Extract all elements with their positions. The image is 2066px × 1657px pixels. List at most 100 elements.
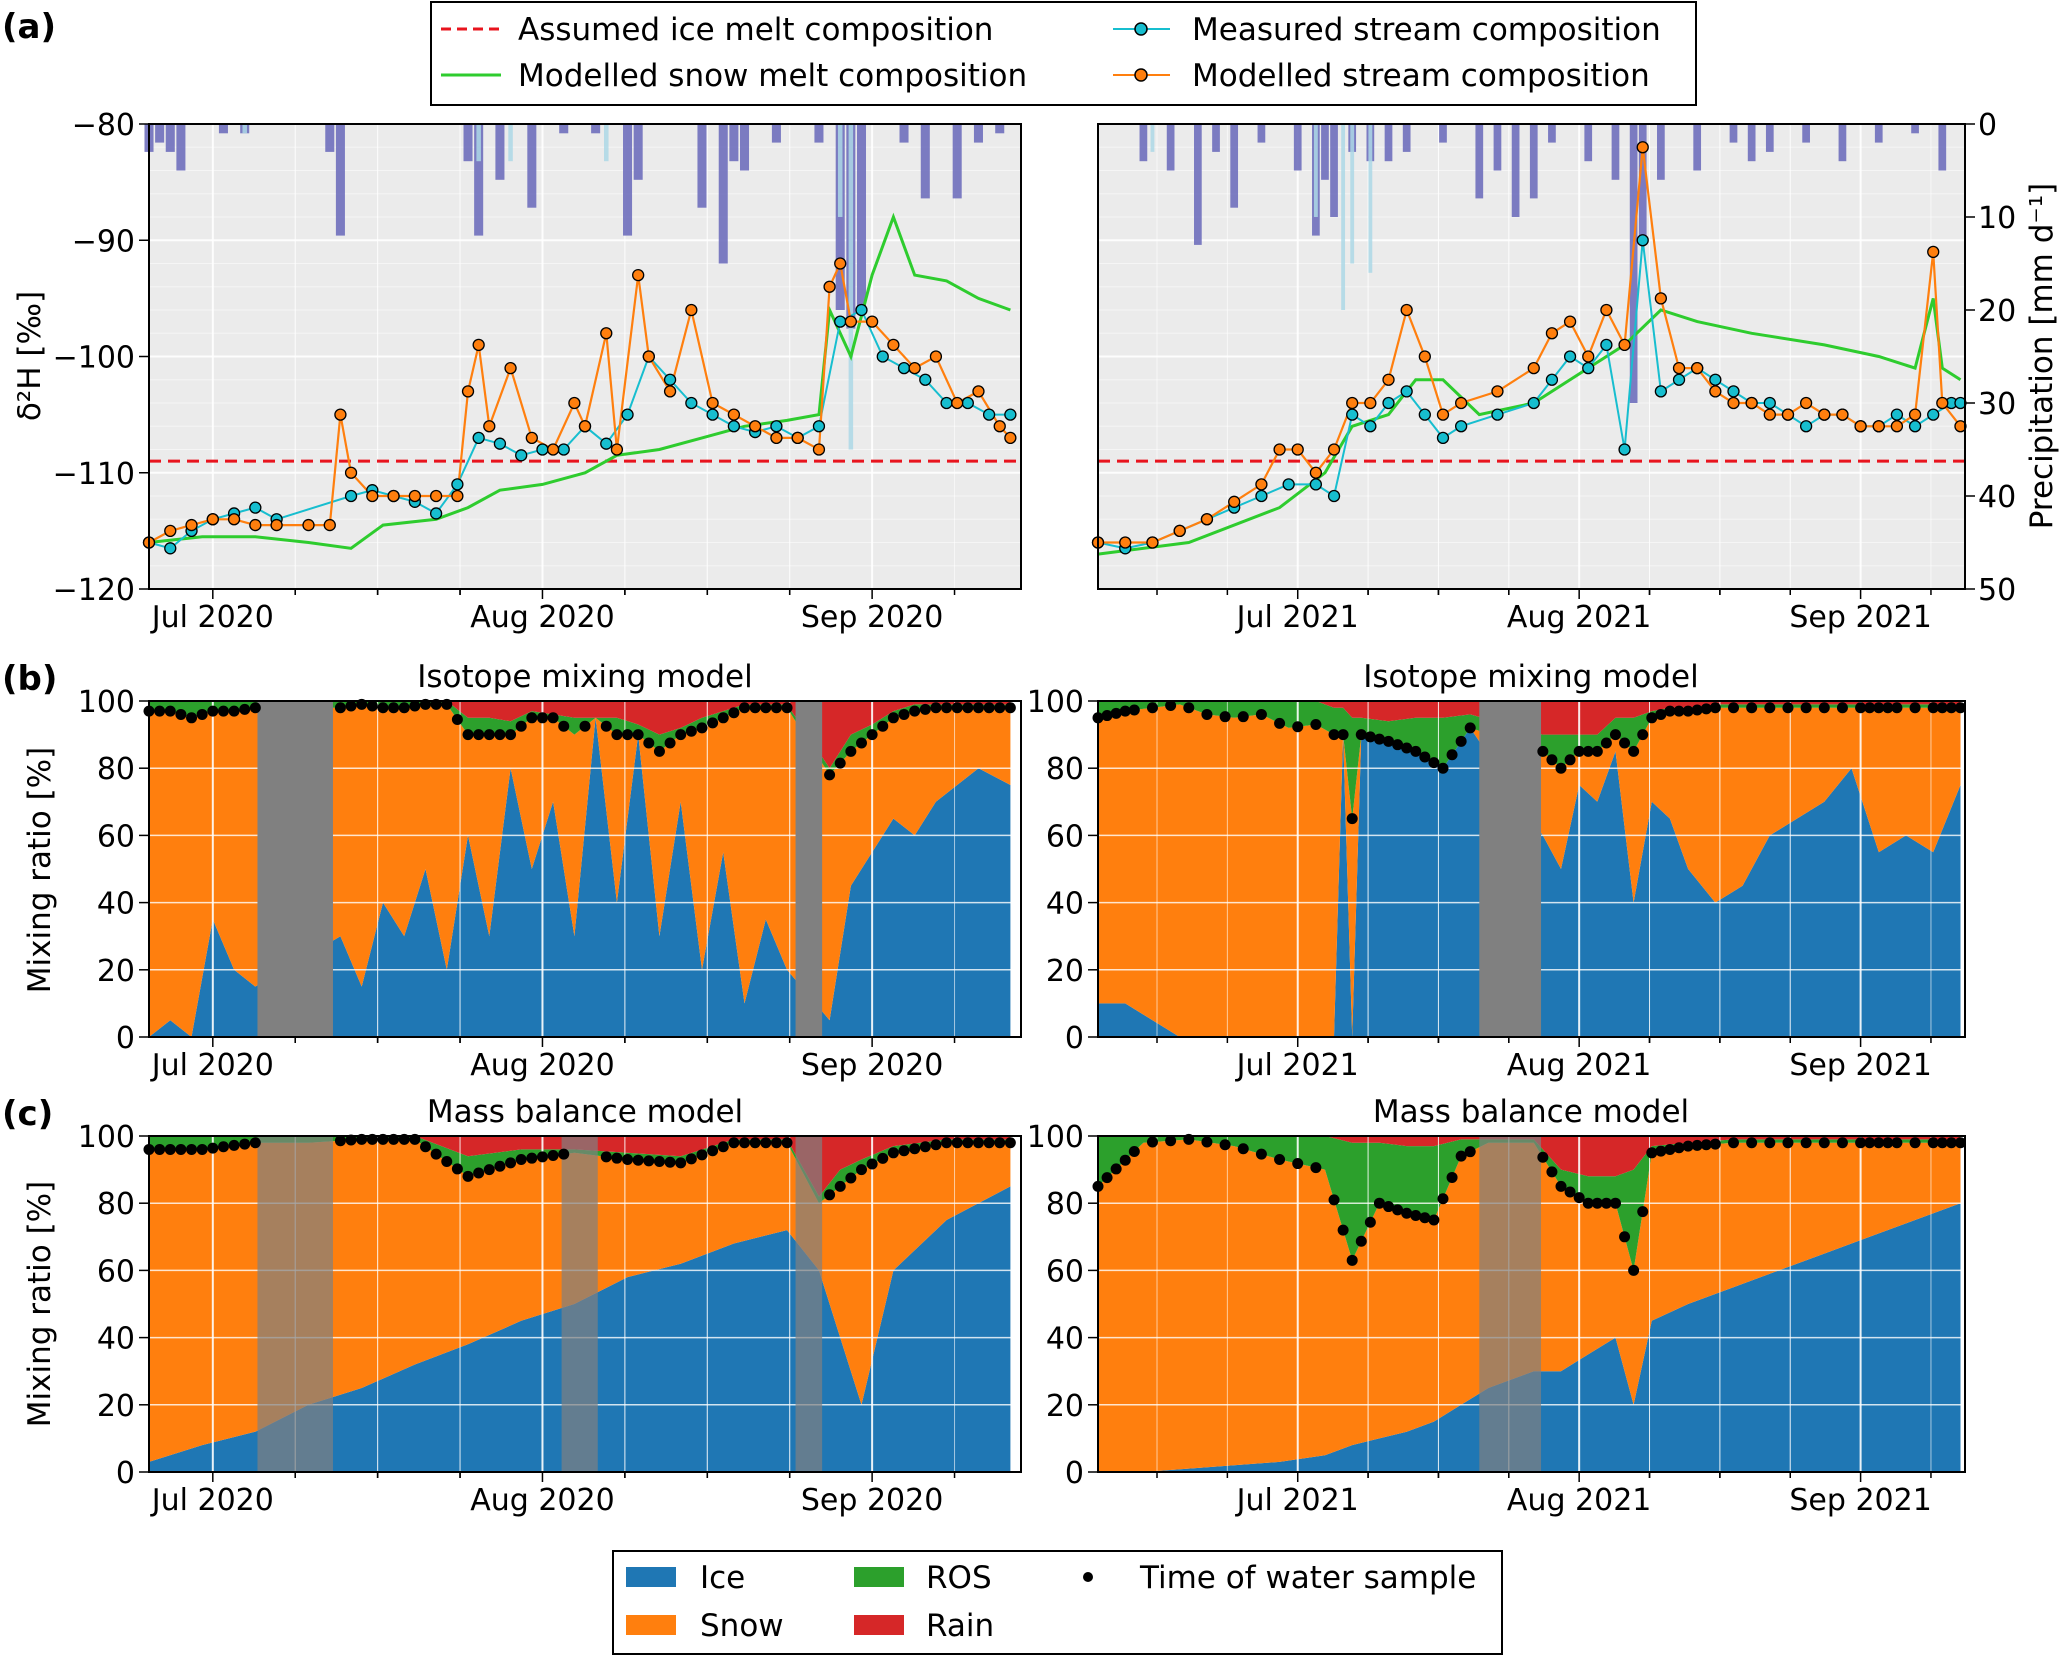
sample-marker [451, 1163, 463, 1175]
modelled-point [748, 420, 762, 433]
sample-marker [887, 1147, 899, 1159]
sample-marker [1818, 702, 1830, 714]
sample-marker [1101, 1172, 1113, 1184]
modelled-point [1799, 396, 1813, 410]
modelled-point [451, 489, 464, 503]
measured-point [164, 542, 177, 555]
precip-bar [1938, 124, 1947, 171]
precip-bar-light [476, 124, 481, 162]
legend-swatch-rain [854, 1615, 904, 1635]
precip-bar [952, 124, 962, 199]
measured-point [1636, 234, 1649, 247]
sample-marker [1945, 1137, 1957, 1149]
modelled-point [344, 466, 358, 479]
legend-label-sample: Time of water sample [1139, 1560, 1476, 1596]
measured-point [1545, 373, 1559, 386]
measured-point [344, 489, 358, 503]
precip-bar-light [1313, 124, 1318, 217]
area-rain [149, 1136, 1011, 1197]
measured-point [621, 408, 634, 421]
modelled-point [1454, 396, 1468, 410]
precip-bar [973, 124, 983, 143]
y-tick-label: 60 [97, 819, 135, 854]
modelled-point [1818, 408, 1831, 421]
sample-marker [1401, 742, 1413, 754]
sample-marker [1546, 1166, 1558, 1178]
sample-marker [175, 1143, 187, 1155]
sample-marker [1836, 702, 1848, 714]
modelled-point [1654, 292, 1668, 305]
title-b-right: Isotope mixing model [1363, 659, 1698, 695]
modelled-point [578, 420, 592, 433]
data-gap [795, 1136, 823, 1472]
precip-bar [1139, 124, 1148, 162]
sample-marker [1201, 708, 1213, 720]
sample-marker [515, 1154, 527, 1166]
sample-marker [1836, 1137, 1848, 1149]
modelled-point [844, 315, 858, 328]
data-gap [561, 1136, 598, 1472]
panel-label-b: (b) [2, 659, 57, 699]
modelled-point [812, 443, 826, 456]
y-tick-label: 30 [1978, 387, 2016, 422]
modelled-point [472, 338, 485, 352]
sample-marker [1337, 729, 1349, 741]
sample-marker [1564, 1186, 1576, 1198]
sample-marker [717, 1141, 729, 1153]
y-tick-label: −100 [53, 341, 135, 376]
modelled-point [770, 431, 783, 445]
sample-marker [1746, 1137, 1758, 1149]
sample-marker [983, 702, 995, 714]
modelled-point [1745, 396, 1758, 410]
measured-point [1654, 385, 1668, 398]
sample-marker [866, 729, 878, 741]
precip-bar [814, 124, 824, 143]
sample-marker [824, 769, 836, 781]
sample-marker [1237, 1143, 1249, 1155]
modelled-point [1146, 536, 1159, 549]
y-tick-label: 100 [1027, 685, 1084, 720]
modelled-point [387, 489, 400, 503]
y-tick-label: 0 [116, 1456, 135, 1491]
legend-label-rain: Rain [926, 1608, 994, 1644]
sample-marker [728, 1137, 740, 1149]
y-tick-label: 60 [1046, 1254, 1084, 1289]
sample-marker [1555, 762, 1567, 774]
sample-marker [1201, 1136, 1213, 1148]
sample-marker [1864, 702, 1876, 714]
y-tick-label: 60 [1046, 819, 1084, 854]
panel-b-2020: Jul 2020 Aug 2020 Sep 2020 0 20 40 60 80 100 [78, 685, 1022, 1083]
x-tick-label: Aug 2021 [1507, 600, 1651, 635]
modelled-point [1364, 396, 1377, 410]
measured-point [706, 408, 719, 421]
measured-point [1436, 431, 1450, 445]
sample-marker [473, 729, 485, 741]
sample-marker [196, 1143, 208, 1155]
y-tick-label: 40 [1978, 480, 2016, 515]
modelled-point [334, 408, 347, 421]
sample-marker [164, 1143, 176, 1155]
y-tick-label: −110 [53, 457, 135, 492]
sample-marker [834, 1180, 846, 1192]
sample-marker [877, 720, 889, 732]
measured-point [451, 478, 464, 491]
modelled-point [1327, 443, 1341, 456]
measured-point [1908, 420, 1922, 433]
sample-marker [1446, 749, 1458, 761]
sample-marker [1873, 1137, 1885, 1149]
sample-marker [1609, 1197, 1621, 1209]
sample-marker [611, 1152, 623, 1164]
sample-marker [1954, 1137, 1966, 1149]
sample-marker [1455, 1150, 1467, 1162]
sample-marker [1373, 733, 1385, 745]
sample-marker [558, 720, 570, 732]
sample-marker [845, 1172, 857, 1184]
x-tick-label: Aug 2021 [1507, 1048, 1651, 1083]
precip-bar [591, 124, 601, 134]
sample-marker [898, 1145, 910, 1157]
precip-bar [559, 124, 569, 134]
sample-marker [547, 712, 559, 724]
modelled-point [1273, 443, 1286, 456]
title-b-left: Isotope mixing model [417, 659, 752, 695]
measured-point [1491, 408, 1504, 421]
